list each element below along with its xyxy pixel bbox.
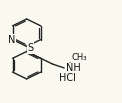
Text: NH: NH	[66, 63, 80, 73]
Text: HCl: HCl	[59, 73, 76, 83]
Text: CH₃: CH₃	[71, 53, 87, 62]
Text: N: N	[8, 35, 15, 45]
Text: S: S	[27, 43, 33, 53]
